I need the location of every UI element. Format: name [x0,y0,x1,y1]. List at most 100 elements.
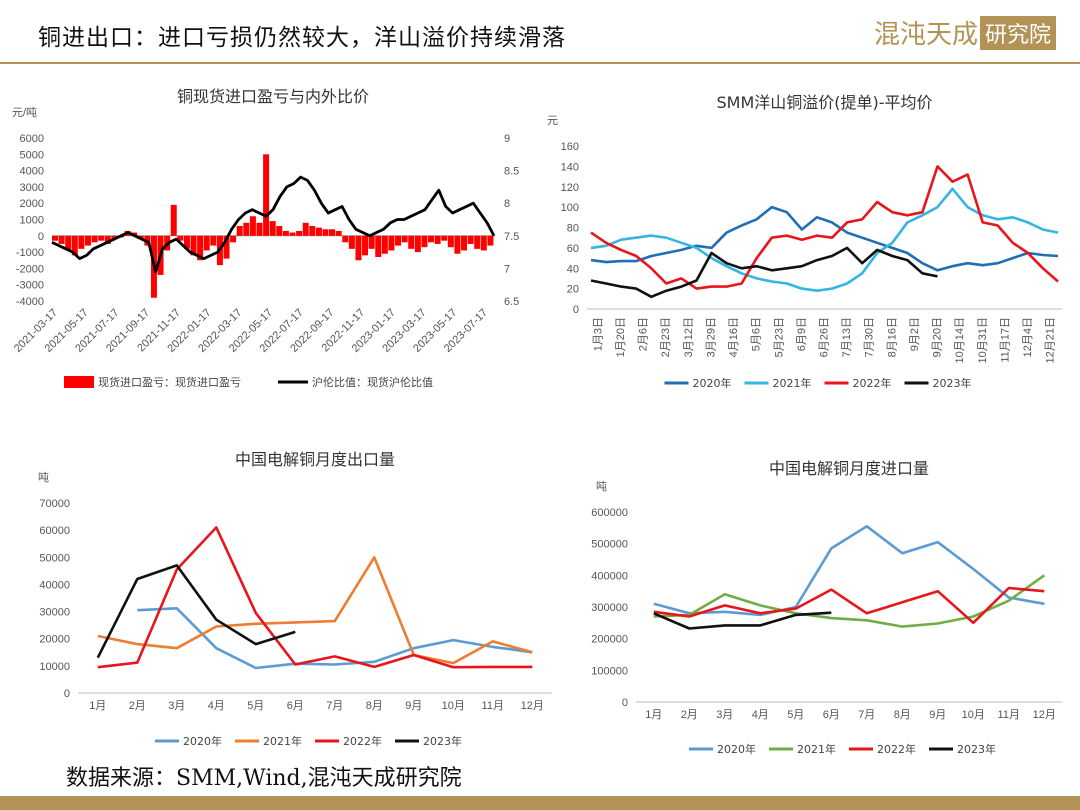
pnl-bar [342,235,349,243]
x-tick-label: 11月 [998,709,1020,721]
series-line-2023年 [96,564,296,659]
y-tick-label: 600000 [591,507,628,519]
pnl-bar [249,216,256,236]
pnl-bar [348,235,355,249]
series-line-2023年 [653,611,832,630]
chart-title: 中国电解铜月度出口量 [235,450,395,469]
y-axis-label: 吨 [38,471,49,484]
pnl-bar [421,235,428,248]
pnl-bar [78,235,85,249]
pnl-bar [84,235,91,246]
legend-swatch-bar [64,376,94,388]
header-divider [0,62,1080,64]
y-tick-label: -1000 [16,247,44,259]
pnl-bar [329,229,336,236]
y2-tick-label: 7.5 [504,231,519,243]
y-tick-label: 120 [561,182,579,194]
pnl-bar [322,229,329,236]
pnl-bar [309,226,316,236]
x-tick-label: 4月 [208,700,225,712]
pnl-bar [428,235,435,243]
pnl-bar [177,235,184,241]
x-tick-label: 5月6日 [751,317,763,351]
y-tick-label: 400000 [591,570,628,582]
series-line-2020年 [653,525,1045,617]
x-tick-label: 3月 [168,700,185,712]
y-tick-label: 3000 [20,182,44,194]
x-tick-label: 11月17日 [999,317,1011,363]
x-tick-label: 1月 [645,709,662,721]
y-tick-label: 0 [38,231,44,243]
x-tick-label: 4月 [752,709,769,721]
y-tick-label: 100 [561,202,579,214]
x-tick-label: 7月30日 [864,317,876,357]
y-tick-label: 0 [573,304,579,316]
y2-tick-label: 8 [504,198,510,210]
x-tick-label: 7月 [326,700,343,712]
logo-box: 研究院 [979,15,1056,50]
y-tick-label: -2000 [16,263,44,275]
legend-label: 2022年 [853,376,892,390]
legend-label: 2023年 [423,734,462,748]
x-tick-label: 7月13日 [841,317,853,357]
y-tick-label: 4000 [20,166,44,178]
x-tick-label: 5月 [247,700,264,712]
x-tick-label: 12月21日 [1045,317,1057,363]
x-tick-label: 5月23日 [773,317,785,357]
pnl-bar [467,235,474,244]
x-tick-label: 10月 [442,700,465,712]
x-tick-label: 3月 [716,709,733,721]
legend-label: 现货进口盈亏：现货进口盈亏 [98,375,241,389]
y-tick-label: -3000 [16,280,44,292]
pnl-bar [170,204,177,236]
y-axis-label: 元 [547,115,558,127]
pnl-bar [236,226,243,236]
y2-tick-label: 8.5 [504,166,519,178]
x-tick-label: 1月20日 [615,317,627,357]
pnl-bar [315,227,322,236]
legend-label: 2023年 [933,376,972,390]
x-tick-label: 10月 [962,709,985,721]
y-tick-label: 50000 [39,552,70,564]
pnl-bar [263,154,270,236]
y-tick-label: 5000 [20,149,44,161]
pnl-bar [368,235,375,249]
footer-bar [0,796,1080,810]
pnl-bar [302,222,309,236]
x-tick-label: 3月12日 [683,317,695,357]
series-line-2021年 [653,574,1046,628]
pnl-bar [190,235,197,256]
pnl-bar [52,235,58,241]
x-tick-label: 10月14日 [954,317,966,363]
y-tick-label: 160 [561,141,579,153]
series-line-2021年 [97,556,533,665]
pnl-bar [203,235,210,251]
y-tick-label: 60000 [39,525,70,537]
x-tick-label: 7月 [858,709,875,721]
pnl-bar [375,235,382,257]
pnl-bar [441,235,448,241]
x-tick-label: 9月2日 [909,317,921,351]
pnl-bar [355,235,362,261]
data-source: 数据来源：SMM,Wind,混沌天成研究院 [66,766,462,791]
x-tick-label: 1月3日 [592,317,604,351]
x-tick-label: 12月 [1033,709,1056,721]
y-tick-label: 70000 [39,498,70,510]
pnl-bar [282,230,289,236]
brand-logo: 混沌天成 研究院 [874,14,1056,51]
x-tick-label: 11月 [482,700,504,712]
y-tick-label: 80 [567,223,579,235]
legend-label: 2020年 [183,734,222,748]
ratio-line [51,175,496,274]
x-tick-label: 6月9日 [796,317,808,351]
pnl-bar [183,235,190,249]
x-tick-label: 3月29日 [705,317,717,357]
pnl-bar [461,235,468,251]
legend-label: 2021年 [773,376,812,390]
x-tick-label: 1月 [89,700,106,712]
pnl-bar [230,235,237,243]
legend-label: 2023年 [957,742,996,756]
y-axis-label: 吨 [596,480,607,493]
